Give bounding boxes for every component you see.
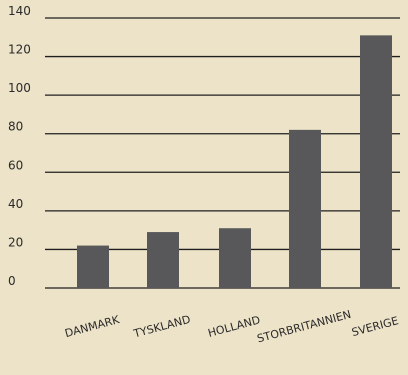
y-tick-label: 60: [8, 158, 23, 172]
bar-holland: [219, 228, 251, 288]
bar-storbritannien: [289, 129, 321, 288]
y-tick-label: 100: [8, 81, 31, 95]
y-tick-label: 0: [8, 274, 16, 288]
bars: [77, 35, 392, 288]
y-tick-label: 120: [8, 43, 31, 57]
bar-tyskland: [147, 232, 179, 288]
y-tick-label: 40: [8, 197, 23, 211]
y-tick-label: 140: [8, 4, 31, 18]
y-axis-ticks: 0 20 40 60 80 100 120 140: [8, 4, 31, 288]
bar-sverige: [360, 35, 392, 288]
y-tick-label: 80: [8, 120, 23, 134]
bar-danmark: [77, 245, 109, 288]
y-tick-label: 20: [8, 235, 23, 249]
